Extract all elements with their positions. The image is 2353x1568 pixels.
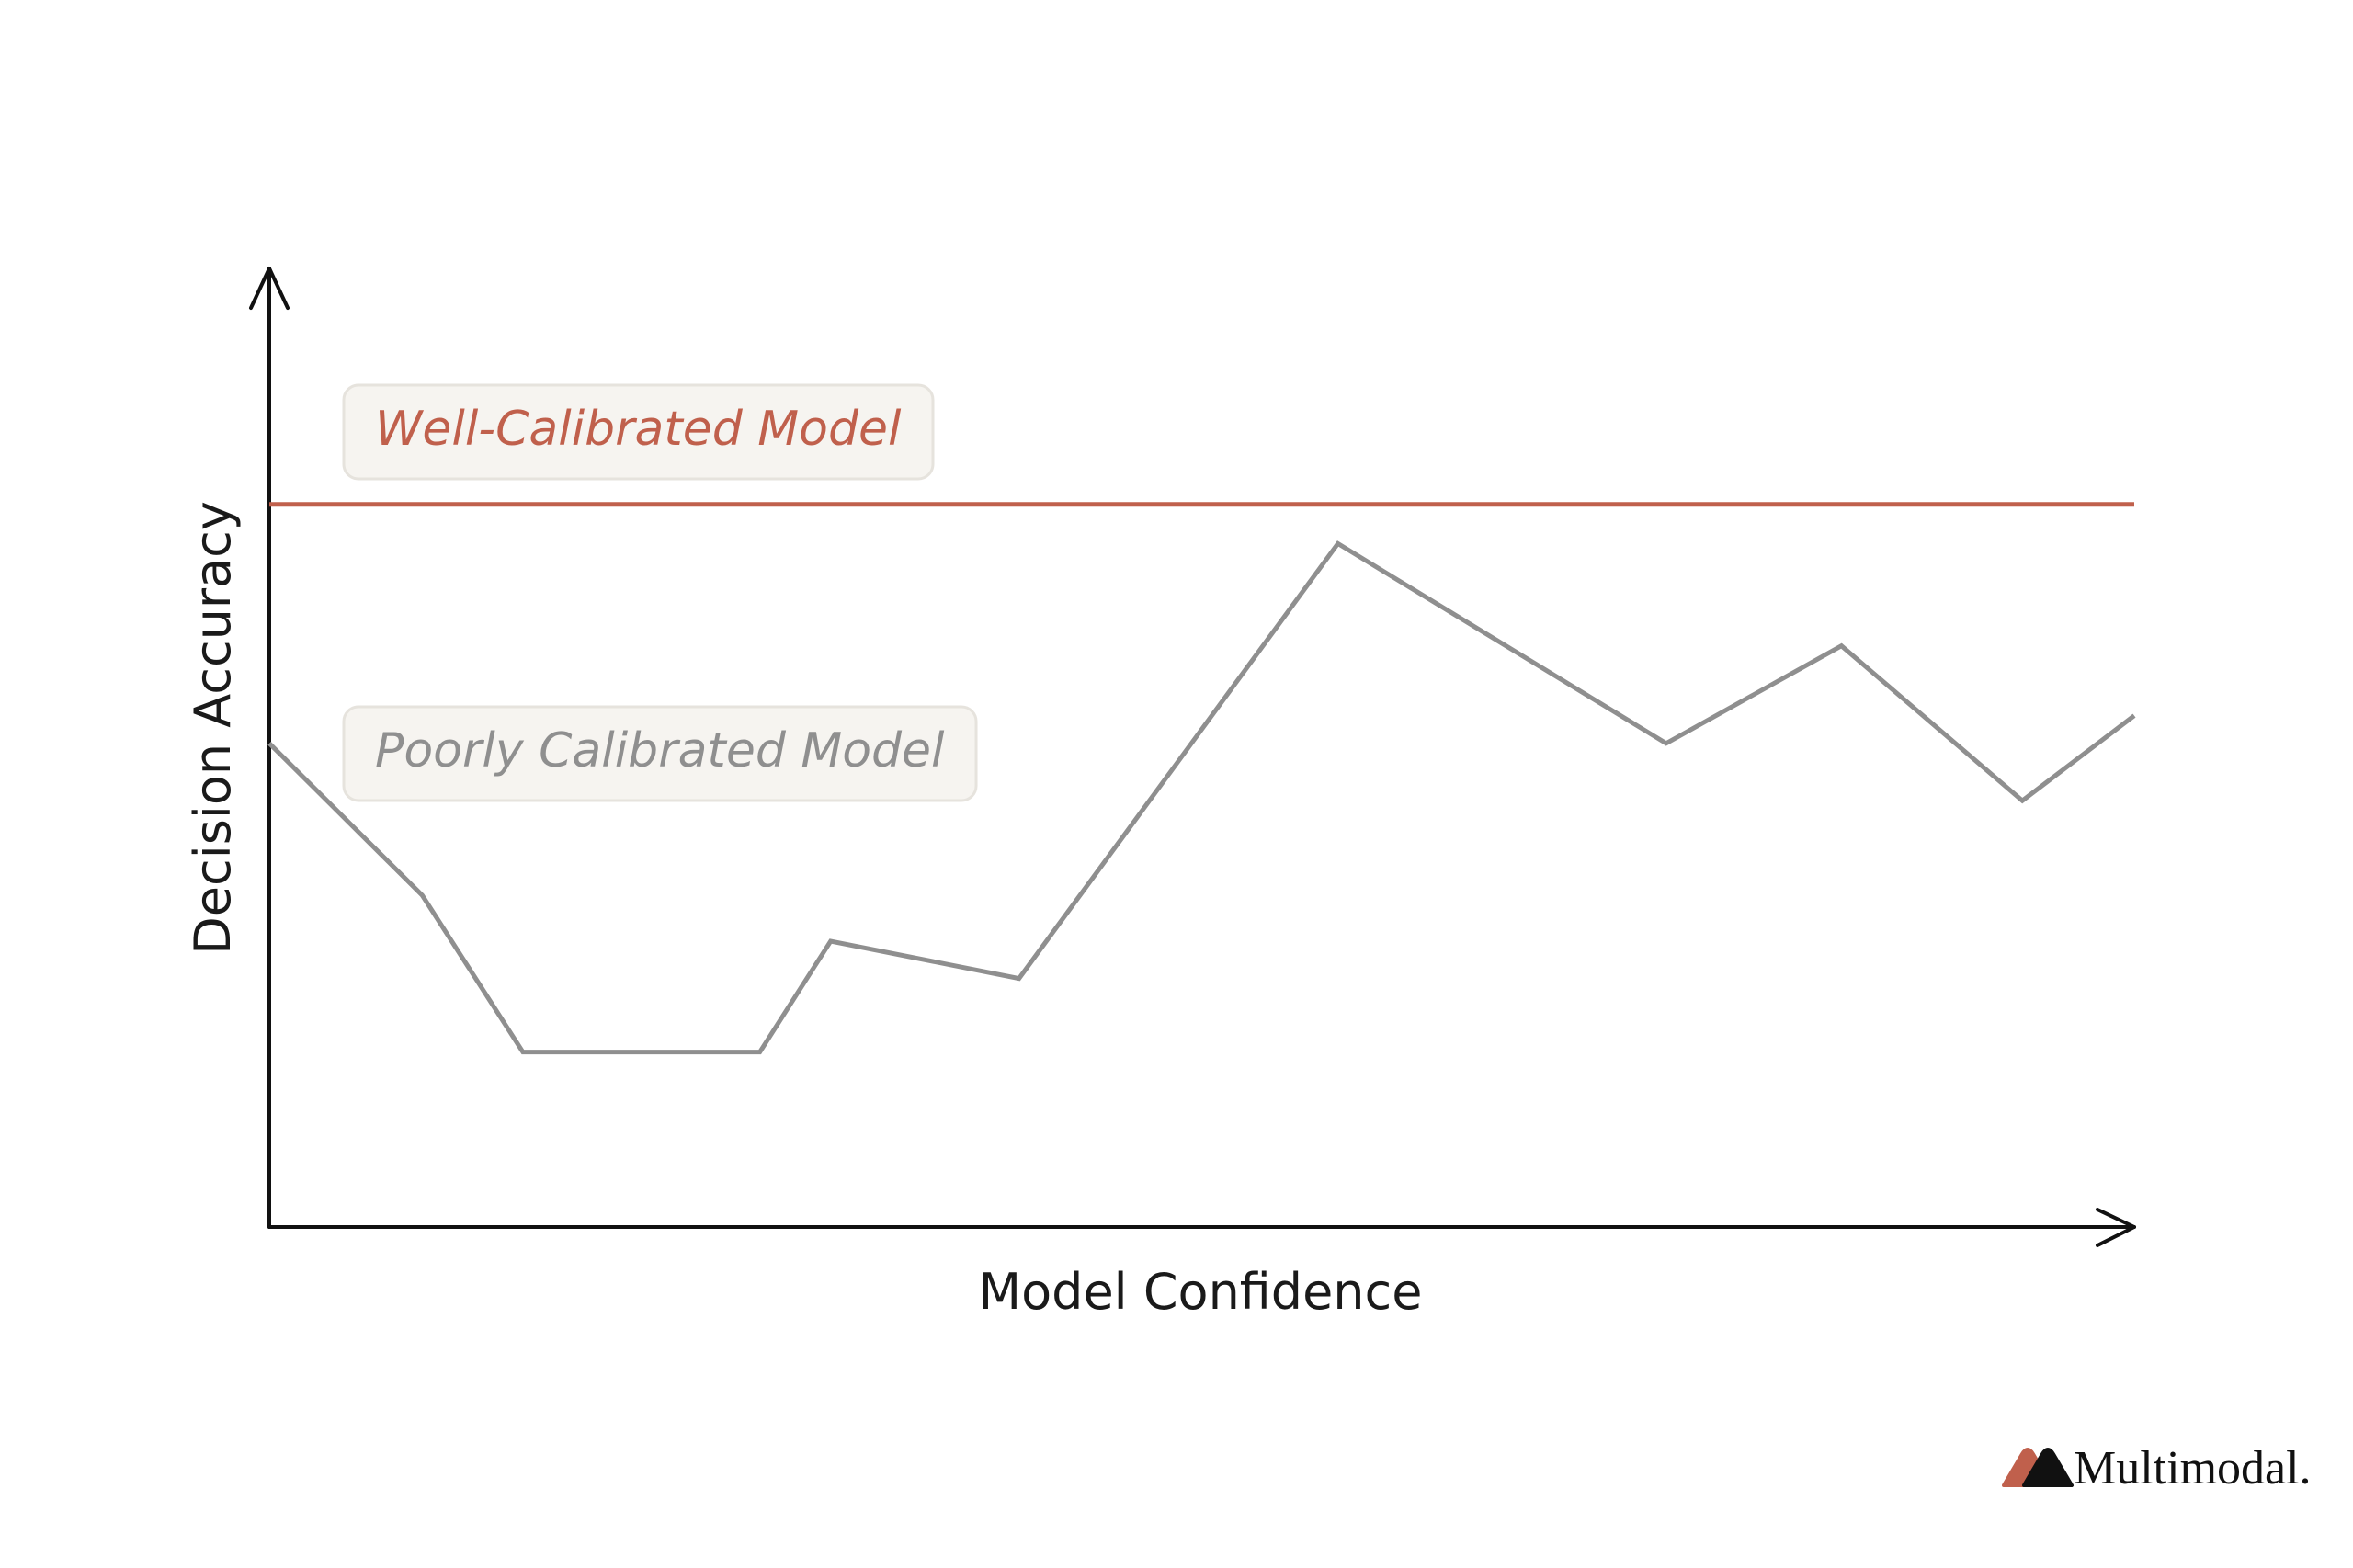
series-line xyxy=(267,540,2136,1055)
brand-name: Multimodal. xyxy=(2074,1442,2312,1494)
axes xyxy=(249,267,2136,1247)
brand-logo: Multimodal. xyxy=(2002,1442,2312,1494)
logo-icon-right xyxy=(2022,1448,2074,1487)
plot-area: Well-Calibrated Model Poorly Calibrated M… xyxy=(267,383,2136,1055)
x-axis-arrow xyxy=(2096,1208,2136,1247)
series-label: Poorly Calibrated Model xyxy=(342,705,978,802)
series-label-text: Poorly Calibrated Model xyxy=(375,723,945,778)
series-label-box xyxy=(342,705,978,802)
series-label: Well-Calibrated Model xyxy=(342,383,935,481)
series-label-text: Well-Calibrated Model xyxy=(375,402,902,457)
x-axis-label: Model Confidence xyxy=(979,1263,1423,1321)
series-label-box xyxy=(342,383,935,481)
y-axis-arrow xyxy=(249,267,290,310)
y-axis-label: Decision Accuracy xyxy=(184,501,242,955)
